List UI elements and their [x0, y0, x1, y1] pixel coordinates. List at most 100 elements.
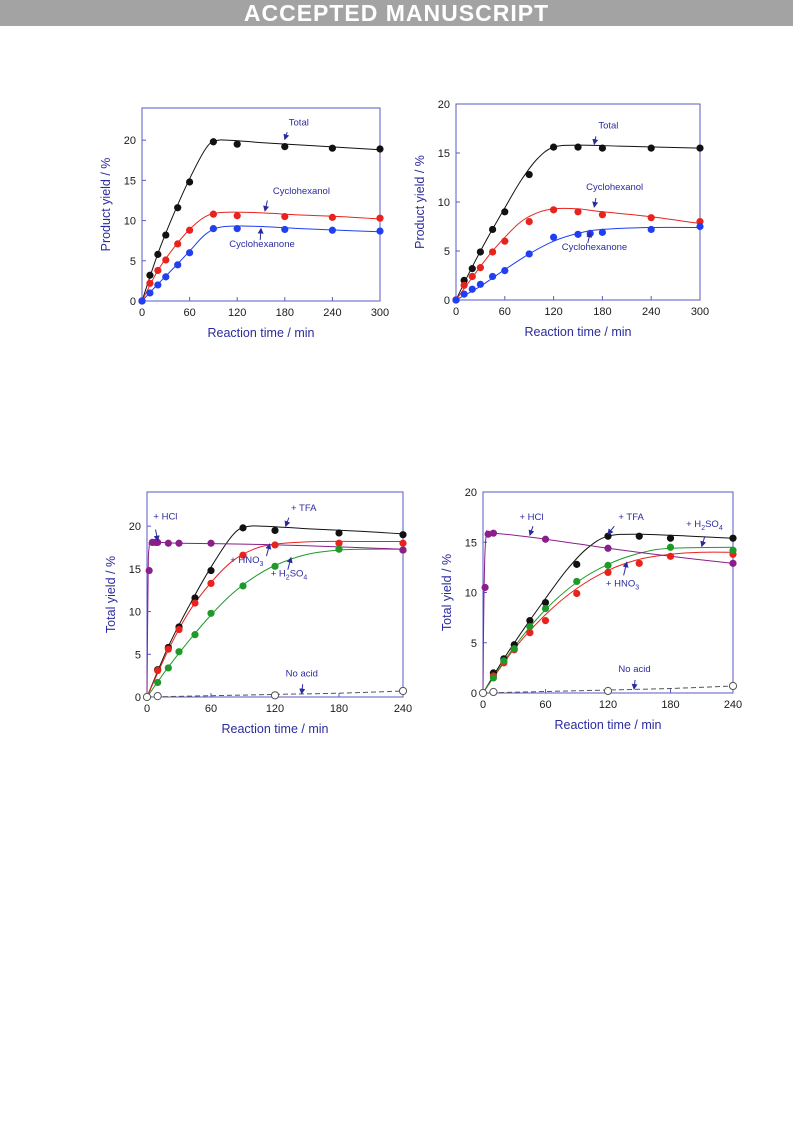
x-tick-label: 0: [144, 703, 150, 715]
data-point: [574, 230, 582, 238]
data-point: [153, 692, 162, 701]
x-tick-label: 60: [499, 306, 511, 318]
data-point: [154, 250, 162, 258]
series-annotation: + HCl: [519, 512, 543, 523]
series-curve: [455, 144, 701, 301]
y-axis-label: Product yield / %: [99, 158, 113, 252]
data-point: [501, 237, 509, 245]
data-point: [209, 138, 217, 146]
annotation-arrow: [586, 231, 593, 244]
data-point: [239, 524, 247, 532]
data-point: [481, 583, 489, 592]
data-point: [175, 625, 183, 634]
data-point: [525, 218, 533, 226]
series-annotation: + H2SO4: [686, 519, 723, 532]
data-point: [468, 285, 476, 293]
data-point: [271, 562, 279, 570]
series-annotation: No acid: [286, 669, 318, 680]
annotation-arrow: [700, 536, 707, 548]
data-point: [501, 267, 509, 275]
y-tick-label: 5: [444, 246, 450, 258]
y-tick-label: 0: [135, 692, 141, 704]
data-point: [526, 629, 534, 637]
data-point: [328, 144, 336, 152]
data-point: [207, 579, 215, 587]
data-point: [162, 256, 170, 264]
data-point: [154, 266, 162, 275]
data-point: [635, 559, 643, 567]
series-curve: [482, 530, 734, 694]
x-tick-label: 120: [544, 306, 562, 318]
data-point: [399, 539, 407, 547]
series-curve: [455, 207, 701, 301]
x-tick-label: 240: [323, 307, 341, 319]
data-point: [174, 240, 182, 248]
y-tick-label: 15: [129, 564, 141, 576]
x-axis-label: Reaction time / min: [525, 325, 632, 339]
data-point: [335, 545, 343, 553]
data-point: [550, 233, 558, 241]
y-tick-label: 0: [444, 295, 450, 307]
data-point: [154, 666, 162, 675]
series-annotation: + TFA: [291, 503, 317, 514]
data-point: [164, 539, 172, 547]
x-tick-label: 120: [599, 699, 617, 711]
data-point: [501, 208, 509, 216]
plot-frame: [141, 107, 381, 302]
annotation-arrow: [257, 227, 264, 240]
data-point: [573, 589, 581, 598]
y-tick-label: 10: [124, 216, 136, 228]
series-annotation: + HNO3: [606, 578, 639, 591]
annotation-arrow: [284, 517, 291, 528]
data-point: [233, 140, 241, 148]
data-point: [452, 296, 460, 304]
series-annotation: Total: [289, 118, 309, 129]
y-axis-label: Total yield / %: [104, 556, 118, 633]
accepted-manuscript-banner: ACCEPTED MANUSCRIPT: [0, 0, 793, 26]
data-point: [174, 204, 182, 212]
y-tick-label: 0: [130, 296, 136, 308]
y-axis-label: Total yield / %: [440, 554, 454, 631]
x-axis-label: Reaction time / min: [222, 722, 329, 736]
data-point: [399, 546, 407, 554]
data-point: [376, 227, 384, 235]
x-tick-label: 180: [276, 307, 294, 319]
x-tick-label: 240: [642, 306, 660, 318]
chart-product-yield-b: 0 60 120 180 240 300 0 5 10 15 20 Reaction time / m…: [413, 99, 709, 339]
y-tick-label: 15: [465, 537, 477, 549]
data-point: [399, 531, 407, 539]
series-annotation: Cyclohexanone: [229, 239, 295, 250]
data-point: [729, 546, 737, 554]
data-point: [729, 534, 737, 542]
data-point: [186, 249, 194, 257]
data-point: [526, 617, 534, 625]
data-point: [696, 144, 704, 152]
data-point: [146, 279, 154, 287]
data-point: [573, 560, 581, 568]
data-point: [541, 535, 550, 543]
data-point: [239, 582, 247, 590]
data-point: [162, 231, 170, 239]
x-tick-label: 60: [205, 703, 217, 715]
annotation-arrow: [592, 197, 599, 208]
data-point: [145, 566, 153, 575]
data-point: [696, 222, 704, 231]
x-axis-label: Reaction time / min: [208, 326, 315, 340]
data-point: [281, 143, 289, 151]
data-point: [209, 210, 217, 218]
data-point: [478, 688, 488, 698]
y-tick-label: 10: [129, 607, 141, 619]
data-point: [191, 599, 199, 607]
data-point: [489, 529, 498, 537]
data-point: [191, 631, 199, 639]
data-point: [186, 226, 194, 234]
data-point: [175, 539, 183, 547]
y-tick-label: 20: [129, 521, 141, 533]
data-point: [233, 225, 241, 233]
data-point: [489, 248, 497, 256]
data-point: [335, 539, 343, 547]
data-point: [281, 225, 289, 234]
annotation-arrow: [283, 131, 290, 141]
x-tick-label: 0: [480, 699, 486, 711]
data-point: [489, 225, 497, 234]
